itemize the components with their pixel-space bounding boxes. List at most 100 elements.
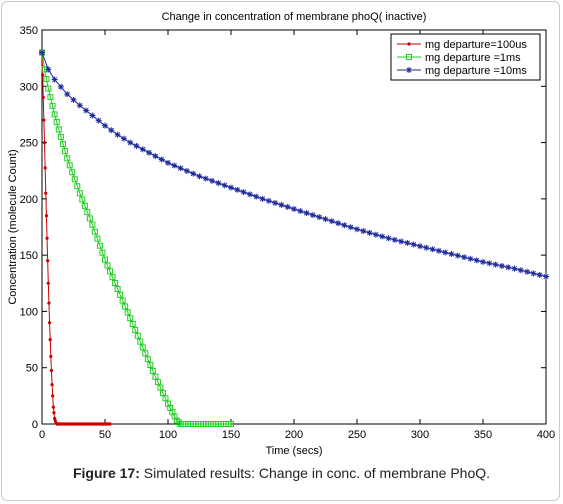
series-2-point (89, 221, 96, 228)
series-3-point (291, 205, 297, 212)
series-3-point (114, 131, 121, 138)
series-1-point (41, 95, 45, 100)
series-3-point (448, 251, 455, 258)
series-3-point (505, 264, 512, 271)
series-2-point (79, 196, 86, 203)
series-1-point (47, 321, 52, 325)
series-3-point (196, 173, 203, 180)
series-2-point (122, 303, 129, 310)
series-3-point (133, 142, 140, 149)
series-3-point (524, 268, 531, 275)
series-1-point (51, 405, 55, 409)
series-3-point (316, 214, 323, 221)
series-1-point (42, 140, 47, 145)
series-2-point (173, 417, 180, 424)
y-tick-label: 50 (26, 363, 38, 375)
legend-marker (406, 67, 412, 73)
series-2-point (228, 421, 234, 427)
y-tick-label: 200 (20, 194, 38, 206)
series-3-point (183, 167, 190, 174)
series-1-point (108, 422, 112, 426)
y-tick-label: 350 (20, 25, 38, 37)
series-3-point (240, 189, 247, 196)
y-tick-label: 0 (32, 419, 38, 431)
series-3-point (95, 117, 102, 124)
series-1-point (45, 236, 49, 240)
series-3-point (39, 49, 45, 56)
series-2-point (76, 190, 83, 197)
series-3-point (467, 255, 474, 262)
x-tick-label: 300 (411, 429, 429, 441)
series-3-point (404, 239, 411, 246)
series-3-point (120, 135, 127, 142)
series-2-point (142, 350, 149, 357)
x-tick-label: 50 (99, 429, 111, 441)
series-1-point (49, 368, 54, 373)
series-2-point (69, 169, 76, 176)
series-2-point (109, 274, 116, 281)
series-2-point (55, 126, 62, 133)
series-2-point (53, 118, 60, 125)
series-3-point (83, 107, 90, 114)
series-3-point (70, 96, 77, 103)
series-2-point (114, 285, 121, 292)
series-2-point (134, 332, 141, 339)
series-3-point (423, 244, 430, 251)
series-3-point (410, 241, 417, 248)
x-tick-label: 350 (474, 429, 492, 441)
series-3-point (454, 252, 461, 259)
caption-text: Simulated results: Change in conc. of me… (143, 465, 491, 481)
series-3-point (165, 159, 171, 166)
series-2-point (66, 162, 73, 169)
series-3-point (259, 195, 266, 202)
series-2-point (86, 215, 93, 222)
series-2-point (51, 111, 58, 118)
series-3-point (284, 203, 291, 210)
series-1-point (51, 394, 55, 398)
series-2-point (62, 148, 69, 155)
series-3-point (517, 267, 524, 274)
series-2-point (47, 94, 54, 101)
series-3-point (543, 273, 549, 280)
series-3-point (57, 83, 64, 90)
series-3-point (152, 153, 159, 160)
series-3-point (272, 199, 279, 206)
series-2-point (104, 262, 111, 269)
series-3-point (536, 271, 543, 278)
series-2-point (45, 85, 52, 92)
series-3-point (391, 236, 398, 243)
series-3-point (341, 222, 348, 229)
series-3-point (335, 220, 342, 227)
series-2-point (81, 202, 88, 209)
series-2-point (112, 280, 119, 287)
series-3-point (246, 191, 253, 198)
series-3-point (102, 122, 108, 129)
series-1-point (42, 118, 46, 122)
y-tick-label: 250 (20, 138, 38, 150)
series-3-point (461, 254, 468, 261)
x-tick-label: 200 (285, 429, 303, 441)
series-3-point (486, 260, 493, 267)
series-2-point (175, 419, 182, 426)
series-2-point (124, 309, 131, 316)
series-3-point (215, 180, 222, 187)
series-3-point (480, 258, 486, 265)
series-3-point (209, 177, 216, 184)
series-3-point (435, 247, 442, 254)
series-1-point (43, 166, 47, 170)
legend-label: mg departure =1ms (425, 52, 521, 64)
series-3-point (139, 146, 146, 153)
series-3-point (228, 184, 234, 191)
legend-marker (406, 54, 412, 60)
series-3-point (473, 257, 480, 264)
series-3-point (146, 149, 153, 156)
series-3-point (190, 170, 197, 177)
plot-area (41, 29, 547, 425)
series-1-point (49, 354, 53, 359)
series-3-point (171, 162, 178, 169)
series-1-point (52, 411, 56, 415)
x-tick-label: 0 (39, 429, 45, 441)
x-tick-label: 250 (348, 429, 366, 441)
series-3-point (234, 186, 241, 193)
series-2-point (91, 228, 98, 235)
